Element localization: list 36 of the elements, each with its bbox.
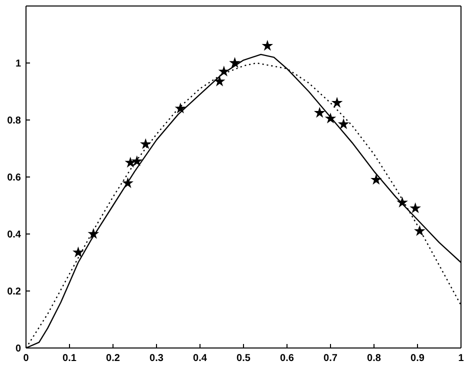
point	[410, 202, 421, 214]
y-tick-label: 0	[15, 344, 22, 355]
x-tick-label: 0.2	[106, 353, 120, 364]
point	[370, 174, 382, 185]
point	[174, 102, 186, 114]
y-tick-label: 0.8	[7, 116, 22, 127]
x-tick-label: 0.4	[193, 353, 208, 364]
y-tick-label: 0.2	[7, 286, 22, 298]
point	[88, 228, 100, 239]
point	[140, 138, 152, 150]
point	[262, 40, 274, 51]
point	[131, 155, 143, 166]
y-tick-label: 0.4	[7, 230, 22, 241]
point	[122, 177, 134, 188]
x-tick-label: 0.9	[410, 353, 425, 364]
x-tick-label: 0	[23, 353, 30, 364]
x-tick-label: 0.7	[324, 353, 338, 364]
x-tick-label: 0.6	[280, 353, 294, 364]
x-tick-label: 0.5	[236, 353, 251, 364]
y-tick-label: 1	[15, 58, 22, 70]
x-tick-label: 0.8	[367, 353, 382, 364]
point	[214, 76, 226, 86]
point	[331, 96, 343, 108]
x-tick-label: 1	[458, 353, 464, 364]
y-tick-label: 0.6	[7, 172, 22, 184]
point	[396, 196, 408, 208]
x-tick-label: 0.3	[150, 353, 164, 364]
point	[229, 57, 240, 68]
point	[314, 106, 326, 118]
point	[72, 246, 84, 258]
point	[218, 66, 230, 76]
point	[324, 112, 336, 124]
x-tick-label: 0.1	[62, 353, 77, 364]
point	[414, 225, 426, 236]
point	[124, 156, 136, 168]
point	[338, 118, 350, 130]
